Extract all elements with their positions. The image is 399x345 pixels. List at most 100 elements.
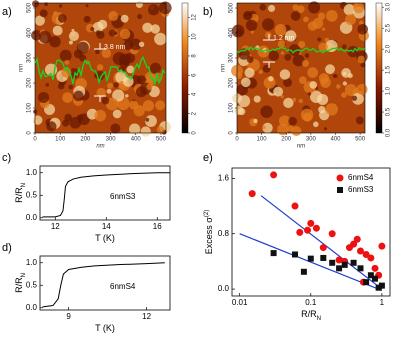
afm-grain <box>123 40 134 51</box>
afm-grain <box>288 116 297 126</box>
y-tick-label: 1.0 <box>26 168 38 177</box>
x-tick-label: 400 <box>330 137 341 143</box>
afm-grain <box>309 81 318 89</box>
panel-label: b) <box>203 6 213 18</box>
marker <box>291 202 299 210</box>
afm-grain <box>96 30 105 39</box>
afm-grain <box>317 37 322 42</box>
afm-grain <box>360 62 366 68</box>
y-tick-label: 200 <box>229 77 235 88</box>
afm-grain <box>245 19 258 31</box>
afm-grain <box>260 105 273 118</box>
afm-grain <box>274 23 287 36</box>
y-tick-label: 0.0 <box>26 213 38 222</box>
afm-grain <box>150 24 160 34</box>
afm-grain <box>101 96 110 105</box>
marker <box>367 272 374 279</box>
colorbar-tick-label: 0 <box>192 131 198 135</box>
afm-grain <box>92 21 104 33</box>
afm-grain <box>94 109 107 122</box>
afm-grain <box>300 108 314 122</box>
marker <box>248 190 256 198</box>
y-tick-label: 100 <box>229 102 235 113</box>
y-tick-label: 500 <box>229 2 235 13</box>
panel-label: e) <box>203 152 213 164</box>
afm-grain <box>38 30 52 44</box>
afm-grain <box>112 109 122 119</box>
marker <box>375 284 382 291</box>
x-tick-label: 500 <box>355 137 366 143</box>
colorbar-tick-label: 6 <box>192 73 198 77</box>
y-tick-label: 0.5 <box>26 190 38 199</box>
afm-grain <box>129 123 141 135</box>
afm-grain <box>149 62 161 74</box>
x-tick-label: 100 <box>55 137 66 143</box>
frame <box>236 2 366 134</box>
afm-grain <box>292 97 297 102</box>
panel-label: d) <box>2 242 12 254</box>
afm-grain <box>146 83 153 90</box>
legend-label: 6nmS3 <box>110 192 136 201</box>
marker <box>363 279 370 286</box>
afm-grain <box>73 90 84 102</box>
y-tick-label: 0 <box>229 131 235 135</box>
legend-label: 6nmS3 <box>348 185 374 194</box>
afm-grain <box>324 37 330 43</box>
afm-grain <box>280 51 285 55</box>
y-axis-label: nm <box>19 64 25 72</box>
afm-grain <box>291 126 302 137</box>
colorbar-tick-label: 3.0 <box>386 2 392 11</box>
marker <box>335 256 343 264</box>
afm-grain <box>313 121 319 128</box>
marker <box>350 259 357 266</box>
afm-grain <box>353 2 365 14</box>
y-tick-label: 0.5 <box>26 280 38 289</box>
afm-grain <box>323 127 328 131</box>
afm-grain <box>148 4 160 16</box>
afm-grain <box>297 5 305 13</box>
afm-grain <box>62 119 70 127</box>
afm-grain <box>31 0 40 8</box>
afm-grain <box>318 106 326 114</box>
afm-grain <box>264 31 272 39</box>
colorbar <box>181 2 189 134</box>
afm-grain <box>142 100 155 112</box>
y-tick-label: 1.6 <box>218 173 230 182</box>
afm-grain <box>279 115 291 127</box>
afm-grain <box>325 103 338 116</box>
afm-grain <box>33 115 43 125</box>
afm-grain <box>287 124 294 132</box>
afm-grain <box>38 91 50 103</box>
x-tick-label: 0 <box>235 137 239 143</box>
afm-grain <box>138 41 145 48</box>
colorbar-tick-label: 2.5 <box>386 23 392 32</box>
afm-grain <box>268 4 276 12</box>
y-axis-label-text: Excess σ <box>204 217 214 255</box>
marker <box>372 275 379 282</box>
afm-grain <box>158 1 172 15</box>
afm-grain <box>145 117 150 122</box>
colorbar-tick-label: 1.5 <box>386 65 392 74</box>
afm-grain <box>284 53 292 61</box>
y-tick-label: 300 <box>27 52 33 63</box>
colorbar-tick-label: 1.0 <box>386 86 392 95</box>
afm-grain <box>253 95 261 103</box>
afm-grain <box>57 14 67 23</box>
y-axis-label: nm <box>221 64 227 72</box>
afm-grain <box>279 69 291 80</box>
afm-grain <box>83 15 91 23</box>
annotation: 1.2 nm <box>273 35 295 42</box>
afm-grain <box>95 49 100 55</box>
afm-grain <box>155 100 166 111</box>
y-axis-label: R/RN <box>14 183 26 203</box>
afm-grain <box>68 31 79 42</box>
afm-grain <box>268 50 280 61</box>
marker <box>304 226 312 234</box>
colorbar-tick-label: 2 <box>192 111 198 115</box>
y-tick-label: 400 <box>27 27 33 38</box>
afm-grain <box>253 118 258 123</box>
y-axis-label-sub: N <box>21 273 27 277</box>
afm-grain <box>342 71 347 76</box>
marker <box>356 247 364 255</box>
marker <box>353 235 361 243</box>
